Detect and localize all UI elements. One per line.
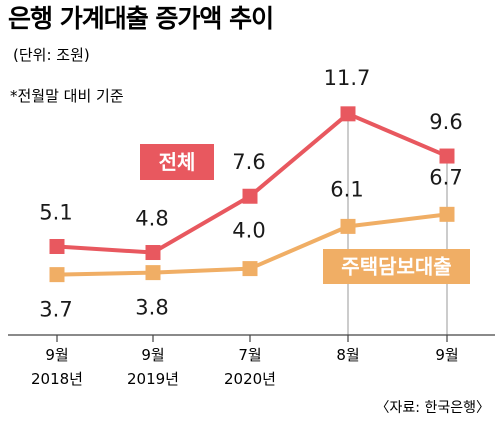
chart-unit: (단위: 조원) (13, 46, 90, 64)
chart-title: 은행 가계대출 증가액 추이 (8, 4, 273, 33)
data-label: 3.7 (39, 298, 72, 322)
point-marker (49, 267, 65, 283)
x-tick-label: 8월 (336, 346, 359, 364)
data-label: 6.1 (330, 177, 363, 201)
data-label: 4.8 (135, 207, 168, 231)
point-marker (439, 206, 455, 222)
point-marker (242, 261, 258, 277)
data-label: 4.0 (232, 219, 265, 243)
x-tick-label: 2020년 (224, 370, 276, 388)
data-label: 3.8 (135, 296, 168, 320)
series-name: 주택담보대출 (341, 255, 451, 279)
point-marker (340, 106, 356, 122)
series-badge (140, 144, 214, 180)
x-tick-label: 9월 (435, 346, 458, 364)
point-marker (49, 238, 65, 254)
data-label: 5.1 (39, 200, 72, 224)
series-name: 전체 (159, 150, 196, 174)
point-marker (145, 245, 161, 261)
point-marker (145, 265, 161, 281)
chart-note: *전월말 대비 기준 (10, 87, 124, 105)
point-marker (340, 218, 356, 234)
x-tick-label: 9월 (141, 346, 164, 364)
x-tick-label: 2019년 (127, 370, 179, 388)
data-label: 6.7 (429, 165, 462, 189)
x-tick-label: 9월 (45, 346, 68, 364)
data-label: 7.6 (232, 150, 265, 174)
x-tick-label: 2018년 (31, 370, 83, 388)
point-marker (439, 148, 455, 164)
chart-source: 〈자료: 한국은행〉 (376, 400, 490, 416)
data-label: 9.6 (429, 110, 462, 134)
data-label: 11.7 (324, 66, 371, 90)
x-tick-label: 7월 (238, 346, 261, 364)
series-badge (323, 249, 470, 284)
point-marker (242, 188, 258, 204)
